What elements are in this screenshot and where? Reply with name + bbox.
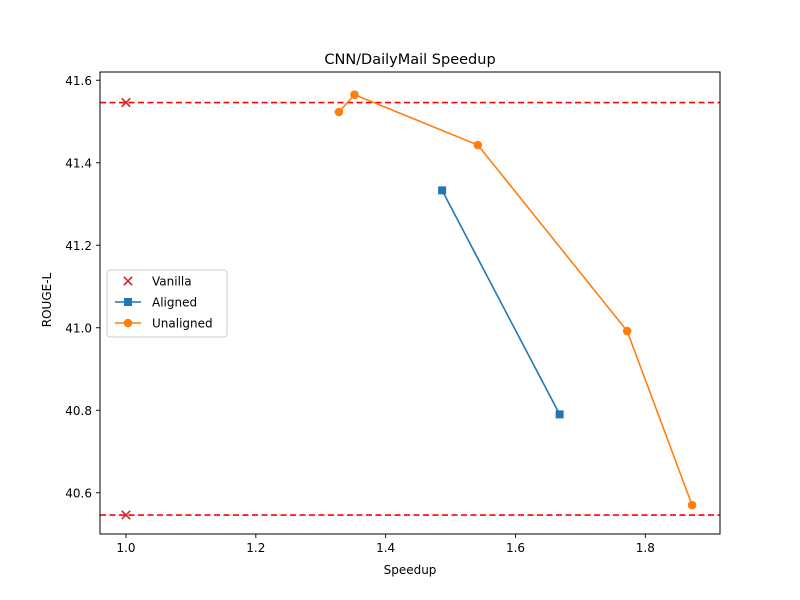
legend: Vanilla Aligned Unaligned — [106, 269, 228, 338]
data-point-vanilla-1 — [121, 97, 131, 108]
series-line-aligned — [441, 190, 561, 415]
y-tick-label: 41.0 — [65, 321, 92, 335]
plot-area: 1.0 1.2 1.4 1.6 1.8 40.6 40.8 41.0 41.2 41.4 41.6 — [65, 71, 721, 555]
y-tick-label: 41.6 — [65, 74, 92, 88]
y-tick-label: 41.4 — [65, 156, 92, 170]
data-point-unaligned-5 — [687, 500, 697, 510]
legend-label-vanilla: Vanilla — [152, 275, 192, 289]
data-point-unaligned-4 — [622, 326, 632, 336]
legend-marker-unaligned — [123, 318, 133, 328]
legend-label-aligned: Aligned — [152, 296, 197, 310]
x-tick-label: 1.2 — [246, 541, 265, 555]
data-point-unaligned-3 — [473, 140, 483, 150]
x-tick-label: 1.6 — [506, 541, 525, 555]
data-point-unaligned-1 — [334, 107, 344, 117]
x-tick-label: 1.4 — [376, 541, 395, 555]
y-tick-label: 40.6 — [65, 486, 92, 500]
y-tick-label: 40.8 — [65, 404, 92, 418]
data-point-aligned-2 — [555, 410, 564, 419]
data-point-unaligned-2 — [350, 90, 359, 99]
legend-marker-aligned — [124, 298, 132, 306]
chart-title: CNN/DailyMail Speedup — [324, 52, 495, 68]
data-point-aligned-1 — [438, 186, 447, 195]
axes-frame — [99, 71, 721, 535]
data-point-vanilla-2 — [121, 510, 131, 520]
legend-box — [106, 269, 228, 338]
legend-marker-vanilla — [123, 276, 133, 286]
legend-label-unaligned: Unaligned — [152, 317, 213, 331]
x-axis-label: Speedup — [384, 563, 437, 577]
x-tick-label: 1.8 — [636, 541, 655, 555]
y-axis-label: ROUGE-L — [40, 272, 54, 327]
x-tick-label: 1.0 — [116, 541, 135, 555]
series-line-unaligned — [338, 93, 693, 506]
y-tick-label: 41.2 — [65, 239, 92, 253]
